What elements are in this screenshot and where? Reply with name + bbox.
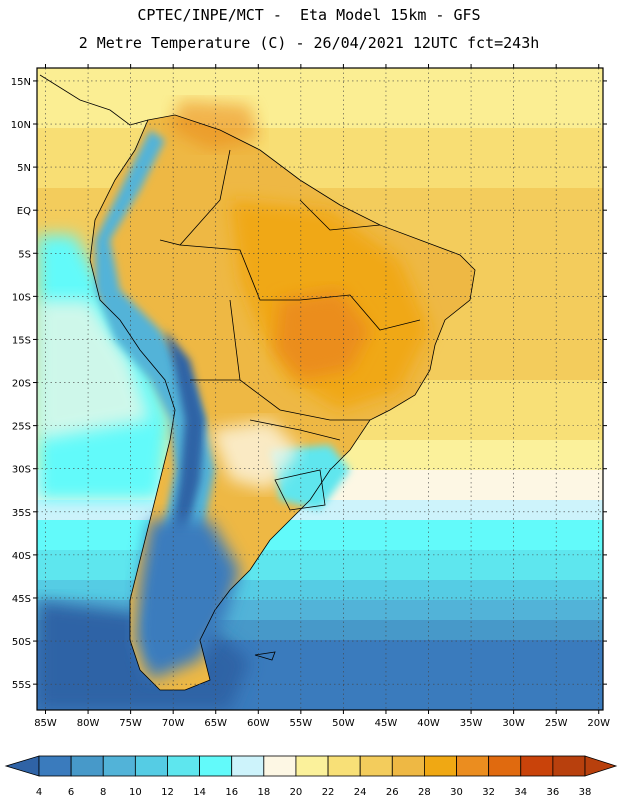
legend-label: 6	[68, 787, 74, 798]
map-title: CPTEC/INPE/MCT - Eta Model 15km - GFS	[137, 6, 481, 24]
legend-label: 10	[129, 787, 142, 798]
lat-label: 45S	[12, 594, 31, 605]
lon-label: 30W	[502, 718, 525, 729]
lat-label: 35S	[12, 508, 31, 519]
lon-label: 35W	[460, 718, 483, 729]
legend-swatch	[391, 755, 425, 777]
lat-label: 5S	[18, 249, 31, 260]
legend-swatch	[70, 755, 104, 777]
lat-label: 15N	[11, 77, 31, 88]
temperature-field	[37, 68, 603, 710]
legend-swatch	[231, 755, 265, 777]
legend-label: 38	[579, 787, 592, 798]
legend-swatch	[38, 755, 72, 777]
lon-label: 45W	[375, 718, 398, 729]
lat-label: 55S	[12, 680, 31, 691]
legend-label: 18	[257, 787, 270, 798]
lat-label: 15S	[12, 335, 31, 346]
legend-label: 28	[418, 787, 431, 798]
lat-label: 40S	[12, 551, 31, 562]
lon-label: 50W	[332, 718, 355, 729]
lat-label: 10S	[12, 292, 31, 303]
lat-label: 10N	[11, 120, 31, 131]
legend-swatch	[327, 755, 361, 777]
legend-label: 8	[100, 787, 106, 798]
map-subtitle: 2 Metre Temperature (C) - 26/04/2021 12U…	[78, 34, 540, 52]
lon-label: 60W	[247, 718, 270, 729]
lon-label: 75W	[119, 718, 142, 729]
lon-label: 55W	[290, 718, 313, 729]
legend-label: 20	[290, 787, 303, 798]
legend-label: 26	[386, 787, 399, 798]
legend-swatch	[424, 755, 457, 777]
legend-label: 36	[547, 787, 560, 798]
lon-label: 85W	[34, 718, 57, 729]
legend-arrow-high	[584, 755, 618, 777]
lon-label: 80W	[77, 718, 100, 729]
lat-label: 50S	[12, 637, 31, 648]
color-legend: 4 6 8 10 12 14 16 18 20 22 24 26 28 30 32 34 36 38	[4, 755, 618, 798]
legend-label: 4	[36, 787, 42, 798]
axis-ticks: 15N 10N 5N EQ 5S 10S 15S 20S 25S 30S 35S 40S 45S 50S 5…	[11, 64, 610, 729]
lon-label: 25W	[545, 718, 568, 729]
legend-swatch	[456, 755, 490, 777]
lon-label: 65W	[204, 718, 227, 729]
lon-label: 70W	[162, 718, 185, 729]
lat-label: 30S	[12, 465, 31, 476]
legend-swatch	[488, 755, 522, 777]
legend-label: 34	[514, 787, 527, 798]
legend-label: 24	[354, 787, 367, 798]
map-frame	[36, 67, 604, 711]
legend-swatch	[263, 755, 297, 777]
legend-arrow-low	[4, 755, 40, 777]
legend-swatch	[359, 755, 393, 777]
legend-swatch	[167, 755, 200, 777]
legend-label: 30	[450, 787, 463, 798]
lon-label: 40W	[417, 718, 440, 729]
lon-label: 20W	[587, 718, 610, 729]
legend-swatch	[134, 755, 168, 777]
legend-label: 16	[225, 787, 238, 798]
legend-label: 32	[482, 787, 495, 798]
legend-label: 14	[193, 787, 206, 798]
lat-label: 25S	[12, 422, 31, 433]
lat-label: 20S	[12, 379, 31, 390]
legend-swatch	[199, 755, 233, 777]
legend-swatch	[295, 755, 329, 777]
lat-label: 5N	[17, 163, 31, 174]
lat-label: EQ	[17, 206, 31, 217]
legend-label: 12	[161, 787, 174, 798]
legend-swatch	[520, 755, 554, 777]
legend-label: 22	[322, 787, 335, 798]
legend-swatch	[552, 755, 586, 777]
legend-swatch	[102, 755, 136, 777]
